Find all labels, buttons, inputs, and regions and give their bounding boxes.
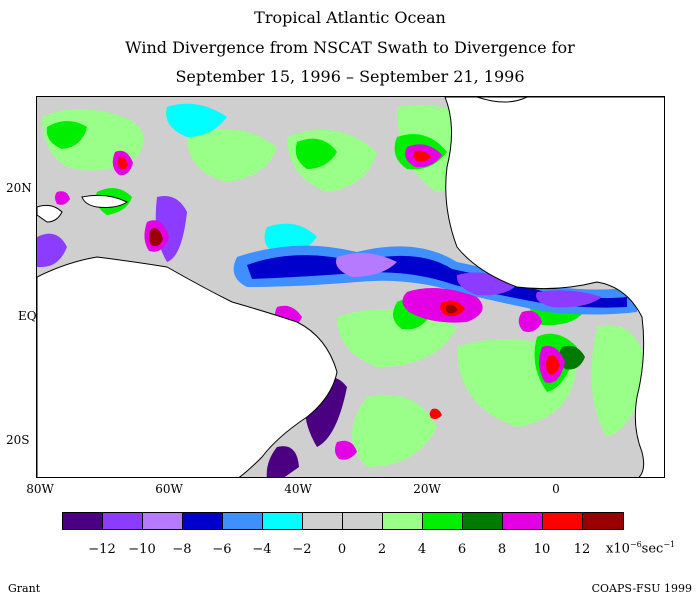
colorbar-tick-label: −4 bbox=[252, 542, 272, 557]
colorbar-tick-label: 12 bbox=[573, 542, 591, 557]
footer-author: Grant bbox=[8, 582, 41, 595]
colorbar-tick-label: 6 bbox=[457, 542, 467, 557]
colorbar-swatch bbox=[63, 513, 103, 529]
colorbar-swatch bbox=[343, 513, 383, 529]
colorbar-tick-label: 4 bbox=[417, 542, 427, 557]
title-line-1: Tropical Atlantic Ocean bbox=[254, 8, 446, 27]
lon-label-40w: 40W bbox=[284, 482, 312, 496]
lon-label-0: 0 bbox=[552, 482, 560, 496]
north-coast bbox=[476, 97, 528, 103]
colorbar-tick-label: 10 bbox=[533, 542, 551, 557]
colorbar-swatch bbox=[463, 513, 503, 529]
lat-label-20n: 20N bbox=[6, 181, 32, 195]
colorbar-swatch bbox=[183, 513, 223, 529]
colorbar-tick-label: 0 bbox=[337, 542, 347, 557]
colorbar-swatch bbox=[583, 513, 623, 529]
colorbar-tick-label: 2 bbox=[377, 542, 387, 557]
colorbar-units: x10−6sec−1 bbox=[606, 540, 676, 557]
colorbar-swatch bbox=[503, 513, 543, 529]
lat-label-eq: EQ bbox=[18, 309, 37, 323]
colorbar bbox=[62, 512, 624, 530]
colorbar-tick-label: −8 bbox=[172, 542, 192, 557]
south-america bbox=[37, 256, 338, 477]
hispaniola bbox=[81, 194, 128, 208]
land-masses bbox=[37, 97, 664, 477]
colorbar-swatch bbox=[143, 513, 183, 529]
colorbar-swatch bbox=[383, 513, 423, 529]
colorbar-tick-label: −12 bbox=[88, 542, 116, 557]
africa bbox=[444, 97, 664, 477]
colorbar-swatch bbox=[223, 513, 263, 529]
colorbar-swatch bbox=[103, 513, 143, 529]
lat-label-20s: 20S bbox=[6, 433, 30, 447]
colorbar-tick-label: 8 bbox=[497, 542, 507, 557]
colorbar-swatch bbox=[543, 513, 583, 529]
divergence-map bbox=[36, 96, 665, 478]
colorbar-swatch bbox=[263, 513, 303, 529]
title-line-2: Wind Divergence from NSCAT Swath to Dive… bbox=[125, 38, 575, 57]
lon-label-80w: 80W bbox=[26, 482, 54, 496]
colorbar-tick-label: −2 bbox=[292, 542, 312, 557]
colorbar-swatch bbox=[303, 513, 343, 529]
map-canvas bbox=[37, 97, 664, 477]
colorbar-tick-label: −6 bbox=[212, 542, 232, 557]
colorbar-swatch bbox=[423, 513, 463, 529]
footer-credit: COAPS-FSU 1999 bbox=[591, 582, 692, 595]
lon-label-20w: 20W bbox=[413, 482, 441, 496]
title-line-3: September 15, 1996 – September 21, 1996 bbox=[175, 67, 525, 86]
lon-label-60w: 60W bbox=[155, 482, 183, 496]
caribbean-island bbox=[37, 204, 63, 223]
divergence-field bbox=[37, 103, 647, 477]
colorbar-tick-label: −10 bbox=[128, 542, 156, 557]
